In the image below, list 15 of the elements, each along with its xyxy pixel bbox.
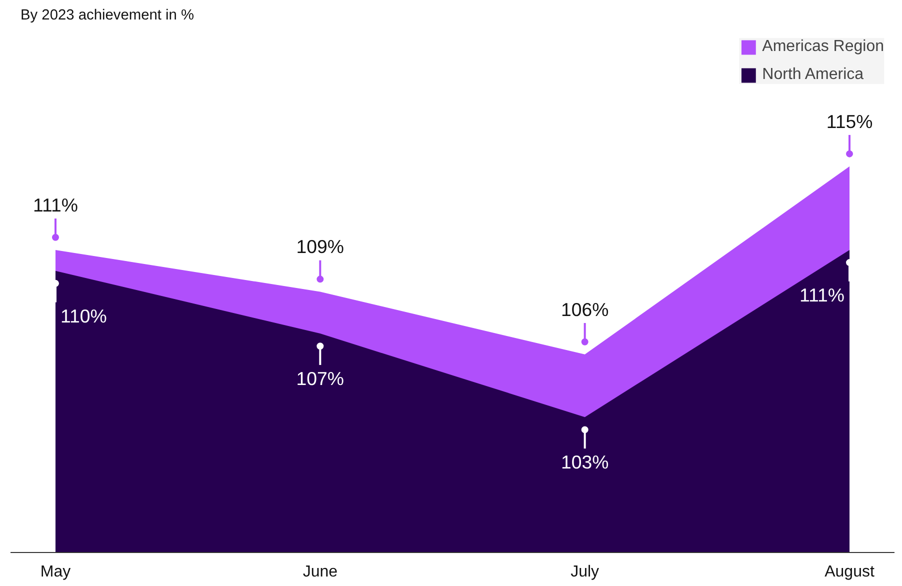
data-label: 111% [800,284,845,306]
legend-label: North America [762,66,864,84]
data-label: 115% [826,110,873,132]
data-label: 111% [33,194,78,216]
x-tick-label: August [824,564,875,580]
x-tick-label: May [40,564,71,580]
data-label: 109% [296,236,344,258]
x-tick-label: June [302,564,338,580]
chart-title: By 2023 achievement in % [20,8,194,24]
data-label: 103% [560,452,609,473]
data-label: 106% [560,298,609,320]
data-label: 107% [296,368,344,390]
x-tick-label: July [570,564,600,580]
legend-label: Americas Region [762,38,884,56]
data-label: 110% [60,305,107,326]
